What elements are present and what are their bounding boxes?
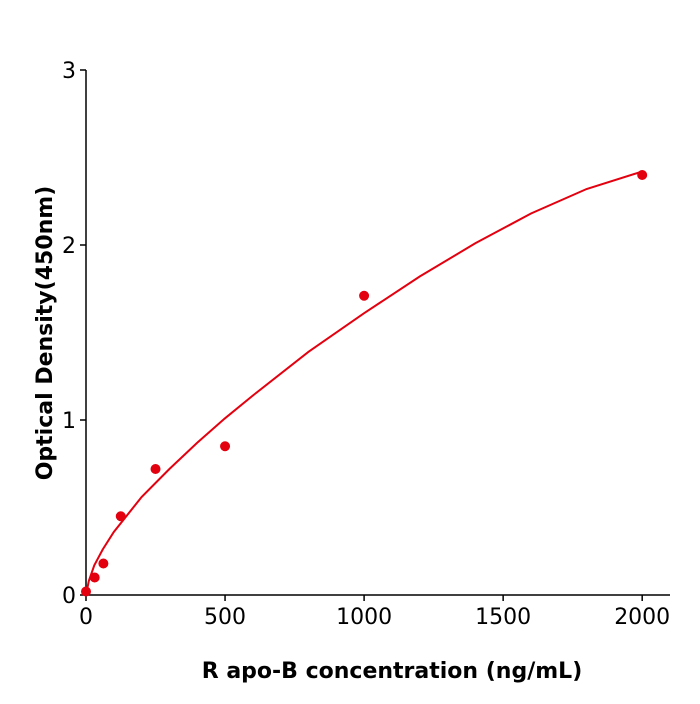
x-tick-label: 1000	[336, 605, 392, 630]
x-tick-label: 1500	[475, 605, 531, 630]
data-point	[115, 511, 126, 522]
y-tick-label: 2	[62, 234, 76, 259]
data-point	[89, 572, 100, 583]
x-tick-label: 2000	[614, 605, 670, 630]
x-tick-label: 500	[204, 605, 246, 630]
data-point	[220, 441, 231, 452]
y-tick-label: 0	[62, 584, 76, 609]
data-point	[150, 464, 161, 474]
data-point	[637, 170, 648, 180]
y-axis-label: Optical Density(450nm)	[33, 186, 58, 481]
data-point	[98, 558, 109, 569]
x-axis-label: R apo-B concentration (ng/mL)	[202, 659, 583, 684]
x-tick-label: 0	[79, 605, 93, 630]
data-point	[81, 586, 91, 597]
fit-curve	[85, 170, 643, 596]
axes: 0 500 1000 1500 2000 0 1 2 3	[62, 59, 670, 630]
data-points	[81, 170, 648, 597]
y-tick-label: 3	[62, 59, 76, 84]
y-tick-label: 1	[62, 409, 76, 434]
data-point	[359, 290, 370, 301]
